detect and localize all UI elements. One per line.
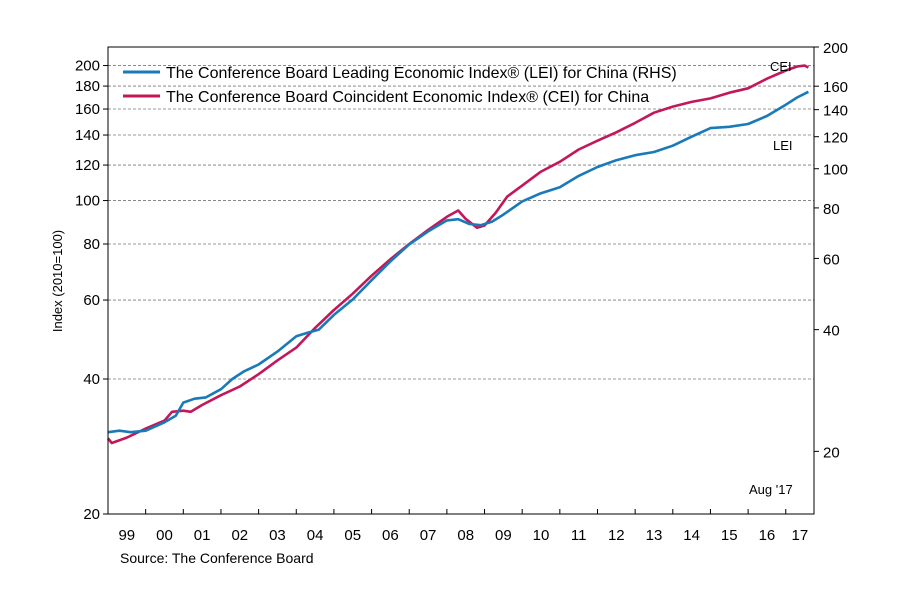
x-tick-label: 05 xyxy=(344,527,361,544)
x-tick-label: 03 xyxy=(269,527,286,544)
right-tick-label: 120 xyxy=(823,130,848,147)
right-tick-label: 160 xyxy=(823,79,848,96)
y-axis-label: Index (2010=100) xyxy=(50,230,65,332)
right-axis: 20 40 60 80 100 120 140 160 200 xyxy=(814,40,848,461)
x-tick-label: 01 xyxy=(194,527,211,544)
x-tick-label: 10 xyxy=(533,527,550,544)
x-tick-label: 09 xyxy=(495,527,512,544)
left-tick-label: 140 xyxy=(75,127,100,144)
left-tick-label: 160 xyxy=(75,101,100,118)
series-lines xyxy=(106,64,809,445)
left-tick-label: 120 xyxy=(75,157,100,174)
x-tick-label: 14 xyxy=(683,527,700,544)
right-tick-label: 200 xyxy=(823,40,848,57)
right-tick-label: 140 xyxy=(823,103,848,120)
x-tick-label: 00 xyxy=(156,527,173,544)
x-tick-label: 13 xyxy=(646,527,663,544)
legend-label-cei: The Conference Board Coincident Economic… xyxy=(166,89,649,106)
x-tick-label: 99 xyxy=(118,527,135,544)
x-tick-label: 07 xyxy=(420,527,437,544)
legend: The Conference Board Leading Economic In… xyxy=(123,65,677,106)
x-tick-label: 04 xyxy=(307,527,324,544)
right-tick-label: 80 xyxy=(823,201,840,218)
left-axis: 20 40 60 80 100 120 140 160 180 200 xyxy=(75,58,108,523)
x-tick-label: 12 xyxy=(608,527,625,544)
legend-label-lei: The Conference Board Leading Economic In… xyxy=(166,65,677,82)
left-tick-label: 100 xyxy=(75,193,100,210)
plot-frame xyxy=(107,46,815,515)
series-line-cei xyxy=(106,64,809,445)
annotation-date: Aug '17 xyxy=(749,482,793,497)
left-tick-label: 180 xyxy=(75,78,100,95)
source-note: Source: The Conference Board xyxy=(120,550,314,566)
series-line-lei xyxy=(107,90,809,434)
right-tick-label: 20 xyxy=(823,444,840,461)
left-tick-label: 200 xyxy=(75,58,100,75)
x-axis: 99 00 01 02 03 04 05 06 07 08 09 10 11 12 13 14 15 16 17 xyxy=(107,509,809,544)
annotation-lei: LEI xyxy=(773,138,793,153)
x-tick-label: 02 xyxy=(231,527,248,544)
left-tick-label: 80 xyxy=(83,236,100,253)
right-tick-label: 40 xyxy=(823,323,840,340)
x-tick-label: 17 xyxy=(792,527,809,544)
left-tick-label: 20 xyxy=(83,506,100,523)
x-tick-label: 16 xyxy=(759,527,776,544)
right-tick-label: 100 xyxy=(823,162,848,179)
annotation-cei: CEI xyxy=(770,59,792,74)
gridlines xyxy=(108,65,814,380)
left-tick-label: 60 xyxy=(83,292,100,309)
x-tick-label: 06 xyxy=(382,527,399,544)
x-tick-label: 15 xyxy=(721,527,738,544)
x-tick-label: 08 xyxy=(457,527,474,544)
x-tick-label: 11 xyxy=(571,527,587,544)
left-tick-label: 40 xyxy=(83,371,100,388)
right-tick-label: 60 xyxy=(823,251,840,268)
